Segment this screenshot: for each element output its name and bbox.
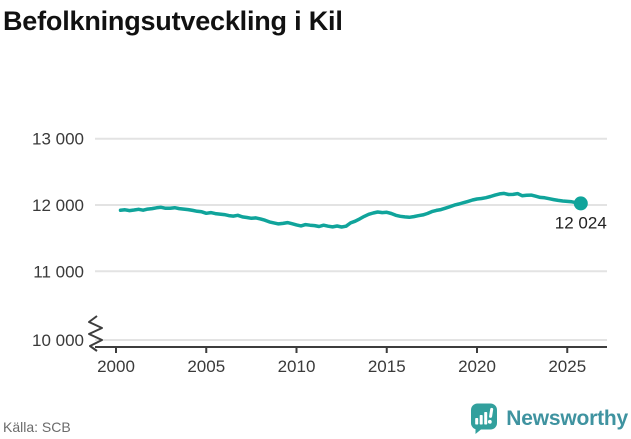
x-tick-label: 2005 (187, 357, 225, 376)
y-tick-label: 10 000 (32, 331, 84, 350)
newsworthy-logo-mark-icon (471, 403, 498, 434)
population-line (118, 191, 583, 229)
axis-break-icon (88, 315, 103, 352)
x-tick-label: 2000 (97, 357, 135, 376)
y-tick-label: 12 000 (32, 196, 84, 215)
source-label: Källa: SCB (3, 419, 71, 435)
y-tick-label: 13 000 (32, 130, 84, 149)
x-tick-label: 2015 (368, 357, 406, 376)
x-tick-label: 2020 (458, 357, 496, 376)
last-value-label: 12 024 (555, 213, 607, 232)
x-tick-label: 2025 (548, 357, 586, 376)
newsworthy-logo-text: Newsworthy (506, 406, 628, 430)
x-tick-label: 2010 (278, 357, 316, 376)
y-tick-label: 11 000 (33, 262, 84, 281)
page-title: Befolkningsutveckling i Kil (3, 6, 343, 36)
bar-chart-icon (475, 407, 494, 425)
newsworthy-logo: Newsworthy (470, 403, 628, 434)
last-point-marker (573, 196, 588, 211)
population-line-chart: 13 000 12 000 11 000 10 000 2000 2005 2010 2015… (32, 130, 607, 376)
